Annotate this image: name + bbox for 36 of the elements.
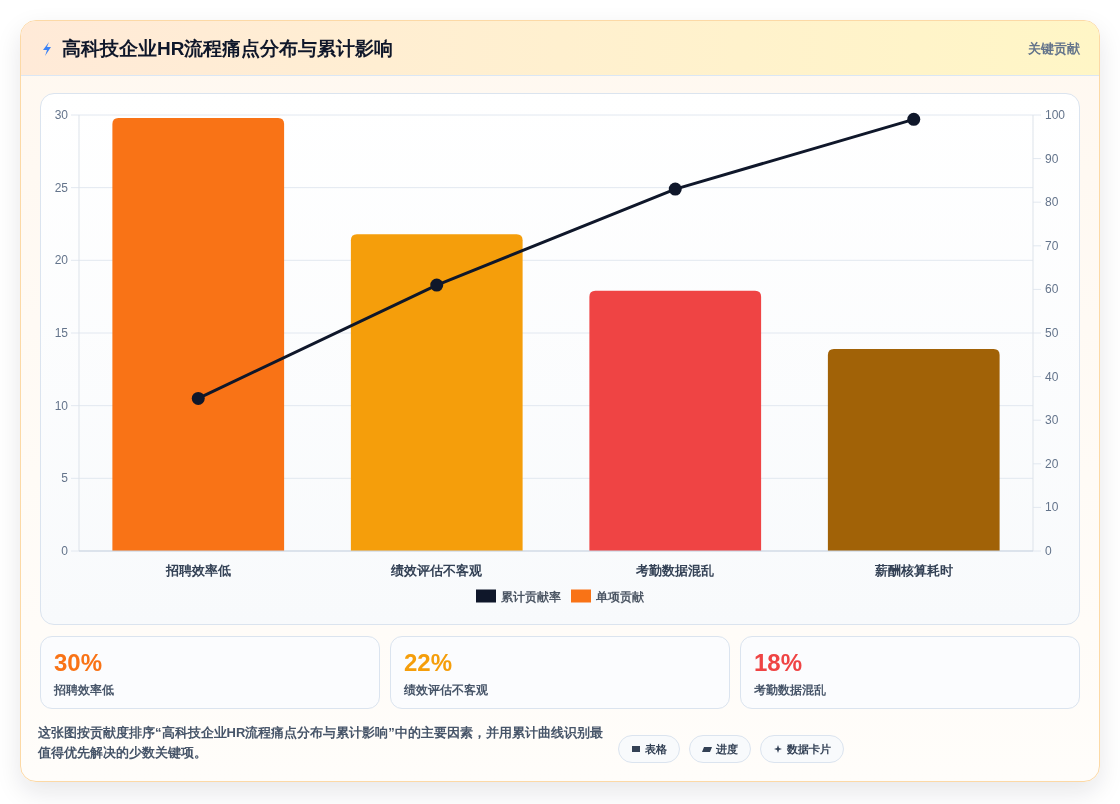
text: 关键贡献 <box>1028 40 1080 58</box>
text: 考勤数据混乱 <box>754 682 826 698</box>
text: 表格 <box>645 741 667 757</box>
text: 数据卡片 <box>787 741 831 757</box>
text: 绩效评估不客观 <box>404 682 488 698</box>
y-tick-label: 0 <box>61 544 69 558</box>
y2-tick-label: 60 <box>1045 282 1059 297</box>
legend-label: 累计贡献率 <box>500 589 561 604</box>
y-tick-label: 25 <box>54 180 69 195</box>
chart-title: 高科技企业HR流程痛点分布与累计影响 <box>62 37 394 61</box>
legend-label: 单项贡献 <box>595 589 645 604</box>
y2-tick-label: 70 <box>1045 238 1059 253</box>
y-tick-label: 10 <box>54 398 69 413</box>
y2-tick-label: 80 <box>1045 195 1059 210</box>
y-tick-label: 20 <box>54 253 69 268</box>
y-tick-label: 30 <box>54 108 69 122</box>
y2-tick-label: 10 <box>1045 500 1059 515</box>
x-tick-label: 绩效评估不客观 <box>390 563 484 578</box>
text: 18% <box>754 649 803 677</box>
x-tick-label: 薪酬核算耗时 <box>873 563 953 578</box>
x-tick-label: 考勤数据混乱 <box>635 563 715 578</box>
y2-tick-label: 20 <box>1045 456 1059 471</box>
y2-tick-label: 90 <box>1045 151 1059 166</box>
y2-tick-label: 40 <box>1045 369 1059 384</box>
text: 22% <box>404 649 453 677</box>
y-tick-label: 15 <box>54 326 69 340</box>
text: 这张图按贡献度排序“高科技企业HR流程痛点分布与累计影响”中的主要因素，并用累计曲线识别最值得优先解决的少数关键项。 <box>38 724 604 762</box>
text: 招聘效率低 <box>54 682 114 698</box>
x-tick-label: 招聘效率低 <box>164 563 231 578</box>
y2-tick-label: 50 <box>1045 326 1059 340</box>
y2-tick-label: 100 <box>1045 108 1066 122</box>
y2-tick-label: 0 <box>1045 544 1052 558</box>
text: 进度 <box>716 741 738 757</box>
y-tick-label: 5 <box>61 471 69 486</box>
text: 30% <box>54 649 103 677</box>
y2-tick-label: 30 <box>1045 413 1059 428</box>
